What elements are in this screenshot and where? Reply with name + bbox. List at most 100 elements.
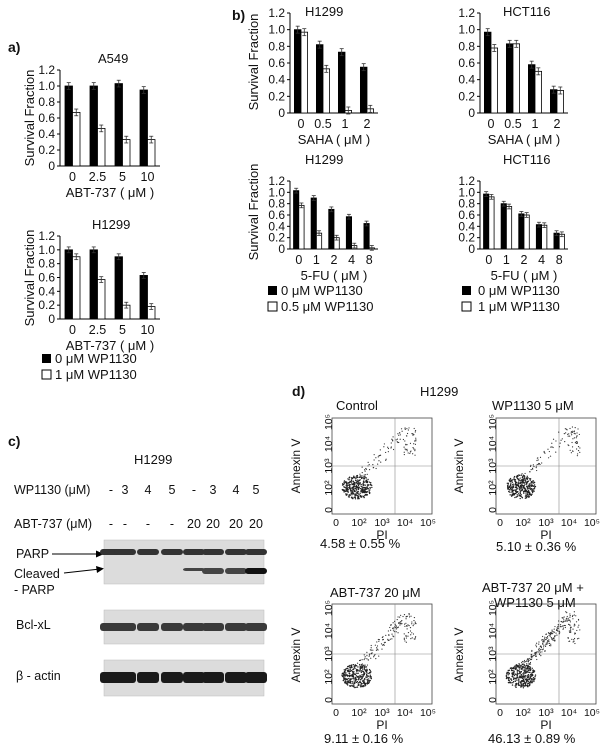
legend-label: 1 μM WP1130	[478, 299, 560, 314]
flow-event	[344, 675, 346, 677]
flow-event	[344, 481, 347, 484]
flow-event	[360, 670, 362, 672]
y-tick-label: 1.2	[458, 174, 475, 188]
flow-event	[343, 678, 345, 681]
blot-band	[225, 549, 247, 555]
flow-event	[514, 496, 516, 499]
bar	[89, 249, 98, 320]
flow-event	[395, 631, 397, 633]
flow-event	[550, 637, 552, 639]
flow-event	[538, 651, 540, 653]
flow-event	[554, 636, 556, 638]
flow-event	[355, 679, 357, 681]
flow-event	[378, 655, 380, 657]
flow-event	[365, 682, 367, 685]
flow-event	[571, 446, 574, 448]
flow-event	[523, 674, 525, 676]
flow-event	[388, 634, 390, 636]
flow-event	[385, 458, 387, 460]
flow-event	[363, 685, 365, 687]
y-tick-label: 0.8	[38, 257, 55, 271]
flow-event	[512, 486, 514, 489]
flow-event	[399, 624, 401, 626]
flow-event	[369, 671, 372, 673]
lane-value: 4	[145, 483, 152, 497]
flow-event	[350, 479, 353, 481]
flow-event	[509, 494, 511, 496]
flow-event	[364, 685, 366, 687]
flow-event	[535, 652, 537, 654]
flow-event	[528, 478, 531, 480]
flow-event	[362, 490, 364, 493]
y-axis-label: Survival Fraction	[22, 230, 37, 327]
flow-event	[366, 658, 368, 660]
blot-actin	[100, 659, 267, 697]
flow-event	[353, 679, 355, 681]
x-tick-label: 0	[69, 170, 76, 184]
bar	[293, 190, 300, 250]
flow-event	[526, 486, 528, 488]
flow-event	[377, 649, 379, 651]
flow-event	[403, 446, 405, 448]
flow-event	[512, 490, 514, 493]
flow-event	[366, 676, 368, 679]
flow-event	[392, 627, 394, 629]
bar	[293, 29, 302, 114]
flow-event	[342, 672, 345, 674]
bar	[483, 31, 492, 114]
flow-event	[531, 657, 533, 659]
flow-event	[343, 482, 346, 484]
flow-event	[534, 652, 536, 654]
flow-percentage: 5.10 ± 0.36 %	[496, 539, 577, 554]
y-tick-label: 1.0	[458, 185, 475, 199]
flow-event	[525, 670, 527, 672]
flow-event	[365, 468, 368, 470]
flow-event	[517, 474, 520, 476]
flow-event	[515, 664, 518, 666]
flow-event	[391, 633, 393, 635]
flow-event	[571, 431, 573, 433]
flow-event	[356, 662, 359, 664]
flow-event	[520, 683, 522, 686]
flow-event	[376, 645, 379, 647]
flow-event	[531, 678, 533, 680]
flow-event	[515, 668, 517, 670]
flow-event	[551, 638, 553, 640]
flow-event	[511, 485, 513, 487]
flow-event	[408, 614, 410, 616]
flow-event	[407, 452, 409, 454]
flow-event	[544, 650, 546, 652]
bar	[359, 66, 368, 114]
flow-event	[364, 656, 366, 658]
y-tick-label: 0.2	[268, 89, 285, 103]
flow-event	[395, 439, 397, 441]
bar	[337, 51, 346, 114]
bar	[122, 139, 131, 167]
flow-event	[562, 621, 565, 623]
flow-event	[523, 484, 525, 487]
flow-event	[547, 632, 550, 634]
flow-event	[510, 483, 512, 486]
blot-band	[137, 623, 159, 631]
flow-event	[557, 624, 560, 626]
bar	[139, 275, 148, 320]
blot-band	[183, 549, 205, 555]
flow-event	[513, 670, 515, 672]
flow-event	[536, 651, 538, 653]
flow-event	[529, 487, 532, 489]
y-axis-label: Annexin V	[452, 628, 466, 683]
flow-event	[360, 683, 362, 686]
flow-event	[512, 489, 515, 492]
flow-event	[361, 466, 363, 468]
flow-event	[530, 681, 533, 683]
flow-event	[358, 486, 360, 488]
flow-event	[521, 481, 523, 484]
flow-event	[347, 684, 349, 686]
x-tick-label: 10⁵	[584, 707, 600, 719]
flow-event	[399, 438, 401, 440]
flow-event	[363, 488, 365, 490]
flow-event	[525, 661, 527, 663]
flow-event	[411, 632, 413, 634]
flow-event	[528, 490, 530, 493]
